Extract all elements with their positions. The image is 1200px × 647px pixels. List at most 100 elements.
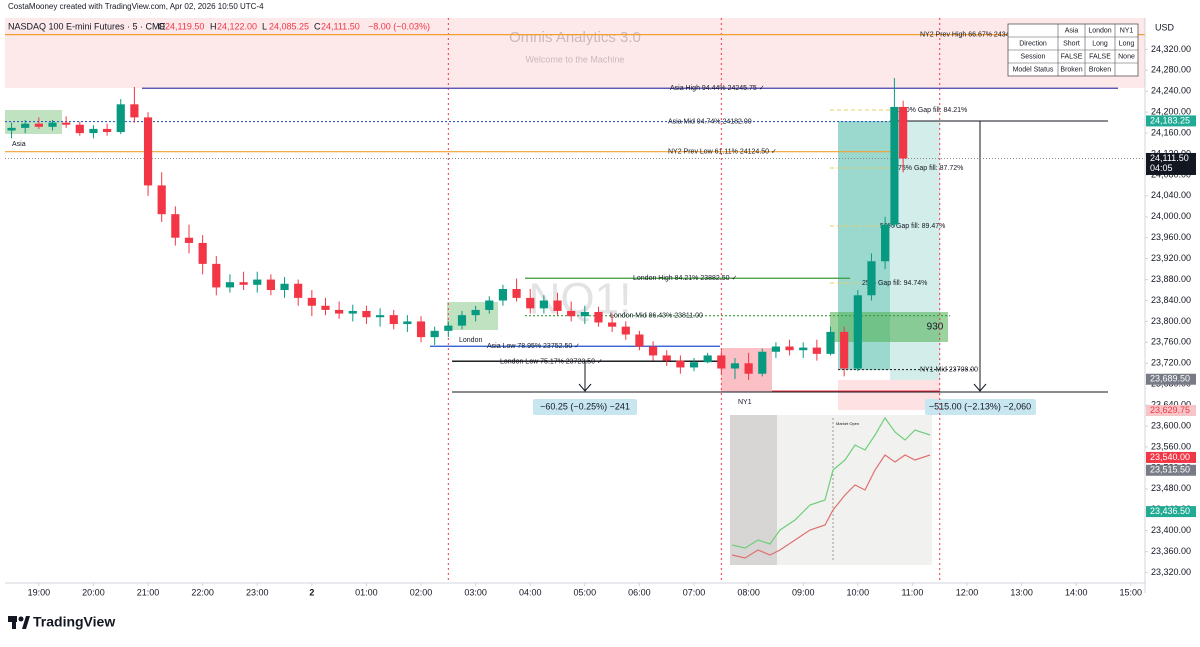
candle-body (457, 315, 467, 326)
price-badge-label: 23,540.00 (1150, 452, 1190, 462)
candle-body (890, 106, 899, 225)
price-badge (1146, 506, 1196, 518)
candle-body (594, 312, 603, 323)
candle-body (348, 310, 357, 314)
candle-body (389, 315, 398, 325)
candle-body (143, 117, 153, 186)
candle-body (266, 279, 275, 291)
measure-label-bg (925, 399, 1036, 415)
candle-body (648, 346, 658, 356)
candle-body (75, 124, 84, 134)
y-tick-label: 23,720.00 (1151, 358, 1191, 368)
gap-fill-label: 100% Gap fill: 84.21% (898, 107, 967, 114)
table-cell: Broken (1060, 66, 1082, 73)
y-tick-label: 23,880.00 (1151, 274, 1191, 284)
measure-label: −60.25 (−0.25%) −241 (540, 401, 630, 411)
ohlc-key: H (210, 21, 217, 31)
x-tick-label: 01:00 (355, 587, 378, 597)
logo (8, 616, 30, 629)
y-tick-label: 23,480.00 (1151, 483, 1191, 493)
table-cell: Broken (1089, 66, 1111, 73)
level-label: NY2 Prev Low 61.11% 24124.50 ✓ (668, 149, 777, 156)
price-badge-label: 24,183.25 (1150, 115, 1190, 125)
x-tick-label: 05:00 (574, 587, 597, 597)
candle-body (321, 305, 330, 310)
session-label: NY1 (738, 399, 752, 406)
inset-line-green (731, 416, 931, 549)
candle-body (512, 288, 521, 298)
level-label: London Mid 86.43% 23811.00 (610, 313, 703, 320)
candle-body (430, 330, 439, 338)
ohlc-value: 24,111.50 (321, 21, 360, 31)
y-tick-label: 23,920.00 (1151, 253, 1191, 263)
candle-body (567, 310, 576, 317)
candle-body (485, 300, 494, 310)
candle-body (198, 242, 207, 264)
x-tick-label: 11:00 (901, 587, 923, 597)
candle-body (608, 322, 617, 327)
x-tick-label: 13:00 (1010, 587, 1033, 597)
candle-body (239, 282, 248, 285)
y-tick-label: 24,040.00 (1151, 190, 1191, 200)
candle-body (899, 106, 908, 159)
candle-body (62, 122, 71, 125)
level-label: Asia Low 78.95% 23752.50 ✓ (487, 343, 580, 350)
table-cell: Model Status (1013, 66, 1054, 73)
y-tick-label: 23,600.00 (1151, 420, 1191, 430)
candle-body (826, 331, 835, 354)
candle-body (730, 363, 740, 369)
x-tick-label: 21:00 (137, 587, 160, 597)
candle-body (225, 282, 235, 288)
candle-body (635, 334, 644, 347)
box-label: 930 (927, 322, 944, 333)
x-tick-label: 23:00 (246, 587, 269, 597)
arrow-head (578, 383, 592, 392)
price-axis-bg (1145, 18, 1200, 593)
table-cell: Session (1021, 53, 1046, 60)
candle-body (853, 295, 862, 369)
candle-body (471, 309, 480, 316)
arrow-head (973, 383, 987, 392)
table-cell: Direction (1019, 40, 1047, 47)
candle-body (7, 127, 16, 131)
x-tick-label: 10:00 (847, 587, 870, 597)
candle-body (881, 224, 890, 262)
candle-body (307, 297, 316, 306)
session-label: London (459, 337, 482, 344)
candle-body (744, 363, 753, 374)
candle-body (676, 360, 685, 368)
candle-body (526, 297, 535, 309)
table-header: London (1088, 27, 1111, 34)
ohlc: O 24,119.50 H 24,122.00 L 24,085.25 C 24,111.50… (158, 21, 430, 31)
candle-body (294, 283, 303, 298)
candle-body (498, 288, 508, 301)
inset-shade (730, 415, 777, 565)
session-label: Asia (12, 141, 26, 148)
y-tick-label: 23,960.00 (1151, 232, 1191, 242)
candle-body (416, 321, 426, 338)
candle-body (116, 104, 125, 133)
candle-body (89, 128, 98, 134)
header-bg (0, 0, 1200, 18)
y-tick-label: 24,160.00 (1151, 127, 1191, 137)
x-tick-label: 2 (309, 587, 314, 597)
table-cell: FALSE (1089, 53, 1111, 60)
price-badge (1146, 152, 1196, 175)
stop-zone (838, 380, 940, 410)
gap-fill-label: 75% Gap fill: 87.72% (898, 165, 963, 172)
y-tick-label: 23,360.00 (1151, 546, 1191, 556)
level-label: London Low 75.17% 23723.50 ✓ (500, 358, 603, 365)
y-tick-label: 23,760.00 (1151, 337, 1191, 347)
candle-body (362, 310, 371, 318)
candle-body (867, 261, 876, 296)
x-tick-label: 09:00 (792, 587, 815, 597)
level-label: London High 84.21% 23882.50 ✓ (633, 275, 737, 282)
candle-body (785, 346, 794, 351)
y-tick-label: 23,640.00 (1151, 400, 1191, 410)
candle-body (812, 347, 821, 354)
price-badge-label: 23,436.50 (1150, 506, 1190, 516)
candle-body (34, 123, 43, 127)
candle-body (689, 362, 699, 368)
